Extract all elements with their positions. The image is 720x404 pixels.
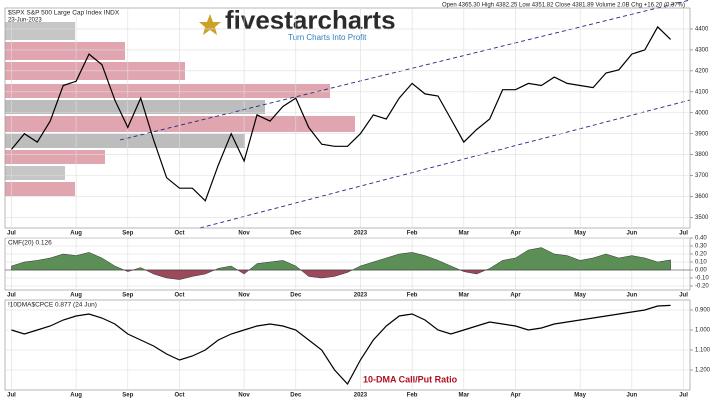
x-tick-label: Jul (7, 231, 16, 237)
x-tick-label: Mar (458, 293, 469, 299)
logo-star (199, 14, 221, 35)
x-tick-label: Aug (70, 293, 82, 299)
x-tick-label: 2023 (354, 231, 368, 237)
y-tick-label: 3600 (695, 194, 709, 200)
logo-tagline: Turn Charts Into Profit (288, 33, 367, 42)
x-tick-label: Oct (174, 393, 184, 399)
channel-lower (199, 99, 691, 229)
x-tick-label: May (574, 293, 586, 299)
y-tick-label: 4000 (695, 110, 709, 116)
x-tick-label: Apr (510, 393, 521, 399)
x-tick-label: Aug (70, 231, 82, 237)
y-tick-label: -0.20 (695, 284, 709, 290)
y-tick-label: 0.900 (695, 308, 711, 314)
panel-info: Open 4365.30 High 4382.25 Low 4351.82 Cl… (442, 3, 685, 9)
x-tick-label: Oct (174, 293, 184, 299)
logo-name: fivestarcharts (225, 5, 396, 35)
y-tick-label: 3700 (695, 173, 709, 179)
x-tick-label: Mar (458, 393, 469, 399)
volume-by-price (5, 22, 355, 196)
panel-frame (4, 7, 691, 229)
x-tick-label: Jul (679, 231, 688, 237)
y-tick-label: 0.30 (695, 244, 707, 250)
y-tick-label: 0.40 (695, 236, 707, 242)
x-tick-label: Feb (407, 293, 418, 299)
panel-subtitle: 23-Jun-2023 (8, 18, 42, 24)
y-tick-label: 0.20 (695, 252, 707, 258)
line (11, 25, 672, 202)
x-tick-label: Feb (407, 231, 418, 237)
line (11, 304, 671, 386)
panel-title: CMF(20) 0.126 (8, 240, 52, 247)
y-tick-label: 3800 (695, 152, 709, 158)
x-tick-label: 2023 (354, 293, 368, 299)
x-tick-label: Dec (290, 231, 302, 237)
y-tick-label: -0.10 (695, 276, 709, 282)
x-tick-label: 2023 (354, 393, 368, 399)
x-tick-label: Jun (627, 293, 638, 299)
x-tick-label: Oct (174, 231, 184, 237)
x-tick-label: Sep (122, 293, 133, 299)
y-tick-label: 4200 (695, 68, 709, 74)
panel-frame (4, 299, 691, 391)
x-tick-label: Dec (290, 393, 302, 399)
x-tick-label: Nov (238, 231, 250, 237)
x-tick-label: May (574, 393, 586, 399)
y-tick-label: 0.10 (695, 260, 707, 266)
y-tick-label: 4100 (695, 89, 709, 95)
x-tick-label: Sep (122, 231, 133, 237)
x-tick-label: Jul (7, 393, 16, 399)
x-tick-label: Jul (679, 293, 688, 299)
y-tick-label: 1.100 (695, 348, 711, 354)
x-tick-label: Sep (122, 393, 133, 399)
y-tick-label: 4400 (695, 27, 709, 33)
x-tick-label: Dec (290, 293, 302, 299)
x-tick-label: May (574, 231, 586, 237)
x-tick-label: Feb (407, 393, 418, 399)
area (11, 247, 671, 280)
x-tick-label: Apr (510, 231, 521, 237)
x-tick-label: Jul (7, 293, 16, 299)
y-tick-label: 1.000 (695, 328, 711, 334)
y-tick-label: 4300 (695, 47, 709, 53)
x-tick-label: Apr (510, 293, 521, 299)
panel-title: !10DMA$CPCE 0.877 (24 Jun) (8, 302, 97, 309)
x-tick-label: Jun (627, 393, 638, 399)
y-tick-label: 3500 (695, 215, 709, 221)
y-tick-label: 1.200 (695, 368, 711, 374)
panel-title: $SPX S&P 500 Large Cap Index INDX (8, 10, 120, 17)
x-tick-label: Jun (627, 231, 638, 237)
y-tick-label: 3900 (695, 131, 709, 137)
x-tick-label: Jul (679, 393, 688, 399)
x-tick-label: Nov (238, 393, 250, 399)
x-tick-label: Aug (70, 393, 82, 399)
x-tick-label: Nov (238, 293, 250, 299)
annotation: 10-DMA Call/Put Ratio (363, 374, 458, 384)
y-tick-label: 0.00 (695, 268, 707, 274)
x-tick-label: Mar (458, 231, 469, 237)
